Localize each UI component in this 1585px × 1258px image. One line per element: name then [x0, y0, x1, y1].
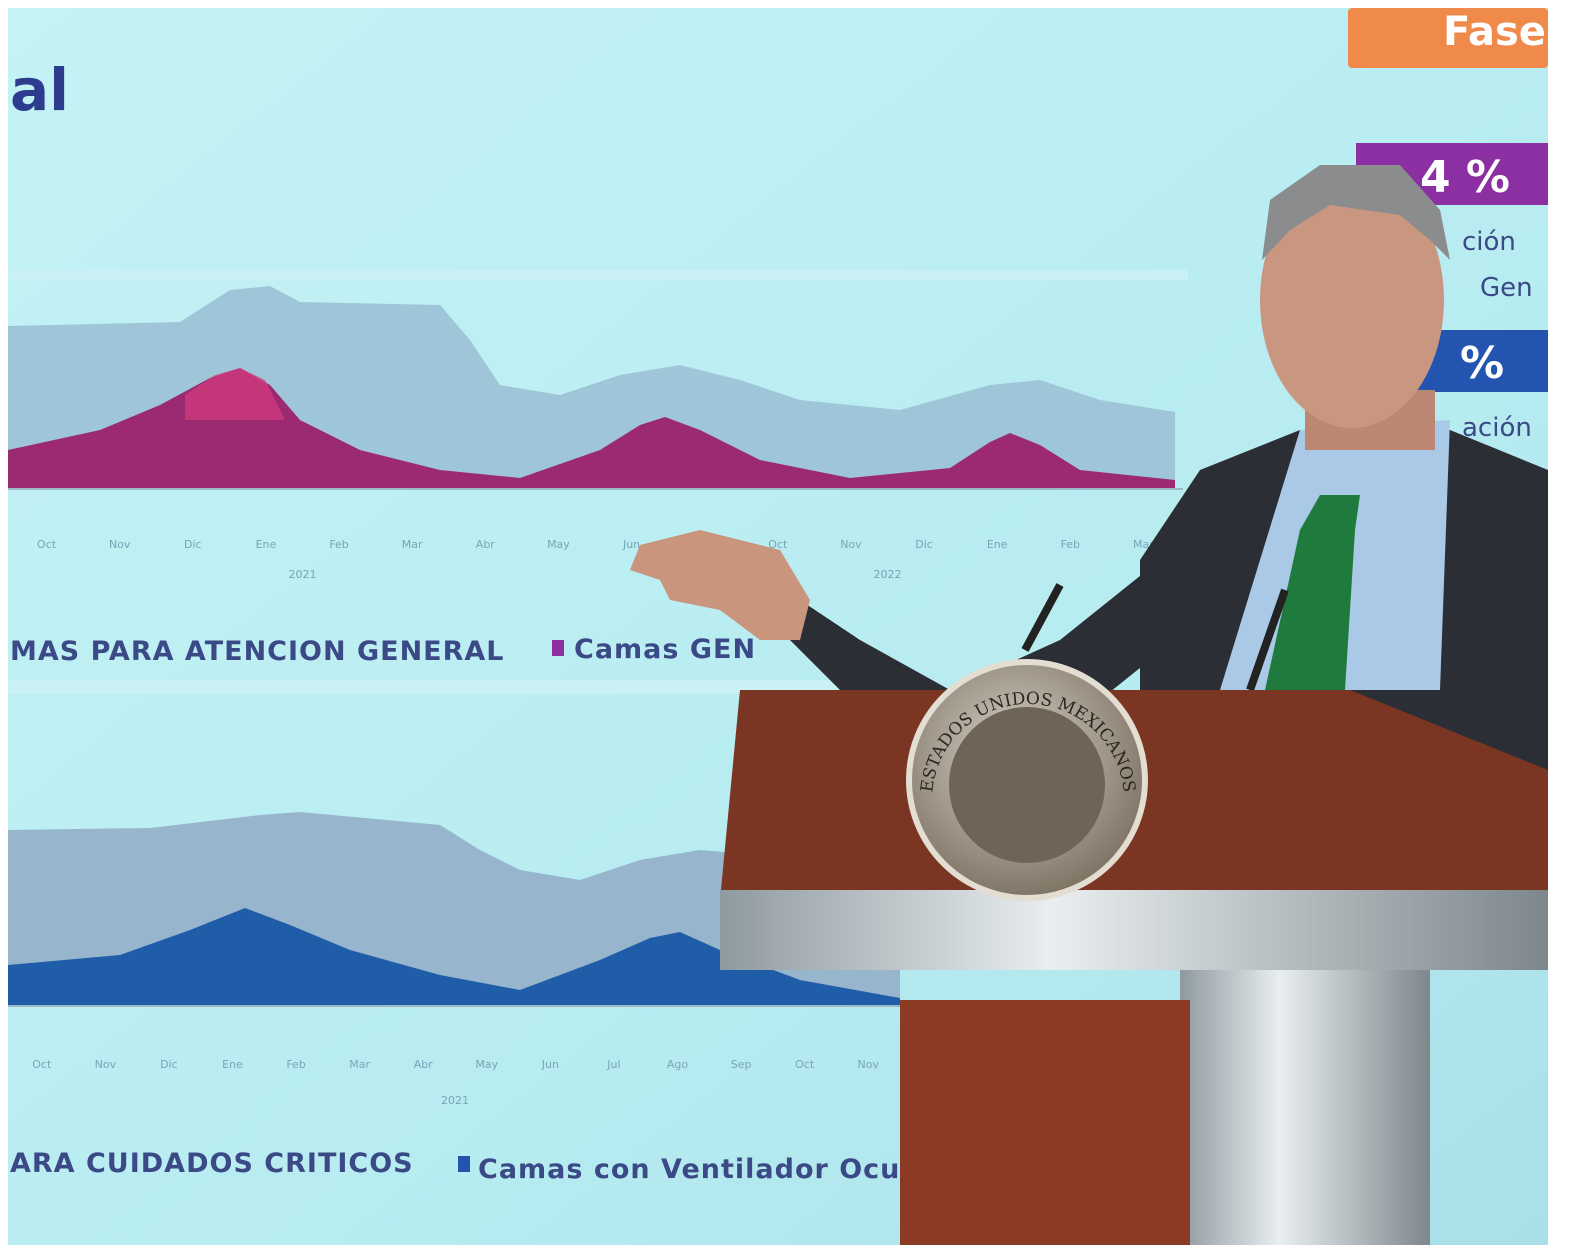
- month-label: Jul: [606, 1058, 620, 1071]
- page: al Fase 4 % ción Gen % ación Oct Nov Dic En…: [0, 0, 1585, 1258]
- title-fragment: al: [10, 56, 69, 124]
- legend-swatch: [458, 1156, 470, 1172]
- month-label: Nov: [95, 1058, 117, 1071]
- month-label: Oct: [32, 1058, 52, 1071]
- month-label: May: [475, 1058, 498, 1071]
- legend-swatch: [552, 640, 564, 656]
- month-label: May: [547, 538, 570, 551]
- stat-label: ción: [1462, 227, 1516, 257]
- stat-value: %: [1460, 338, 1504, 389]
- podium-column: [900, 1000, 1190, 1245]
- month-label: Nov: [109, 538, 131, 551]
- month-label: Abr: [476, 538, 496, 551]
- phase-label: Fase: [1443, 9, 1546, 55]
- year-label: 2021: [289, 568, 317, 581]
- month-label: Oct: [795, 1058, 815, 1071]
- stat-label: ación: [1462, 413, 1532, 443]
- month-label: Nov: [840, 538, 862, 551]
- month-label: Mar: [349, 1058, 370, 1071]
- podium-column-steel: [1180, 970, 1430, 1245]
- month-label: Ene: [256, 538, 277, 551]
- podium-base-band: [720, 890, 1548, 970]
- month-label: Ene: [222, 1058, 243, 1071]
- legend-label: Camas GEN: [574, 634, 756, 665]
- x-axis: [8, 488, 1183, 490]
- month-label: Dic: [160, 1058, 178, 1071]
- month-label: Abr: [414, 1058, 434, 1071]
- month-label: Feb: [1061, 538, 1080, 551]
- legend-label: Camas con Ventilador Ocup: [478, 1154, 921, 1185]
- month-label: Dic: [915, 538, 933, 551]
- year-label: 2022: [874, 568, 902, 581]
- month-label: Sep: [731, 1058, 752, 1071]
- month-label: Nov: [857, 1058, 879, 1071]
- month-label: Ene: [987, 538, 1008, 551]
- month-label: Oct: [37, 538, 57, 551]
- stat-value: 4 %: [1420, 152, 1510, 203]
- stat-label: Gen: [1480, 273, 1533, 303]
- legend-label: ARA CUIDADOS CRITICOS: [10, 1148, 414, 1179]
- month-label: Jun: [541, 1058, 559, 1071]
- x-axis: [8, 1005, 900, 1007]
- screen-band: [8, 270, 1188, 280]
- month-label: Jun: [622, 538, 640, 551]
- month-label: Feb: [286, 1058, 305, 1071]
- photo: al Fase 4 % ción Gen % ación Oct Nov Dic En…: [0, 0, 1585, 1258]
- month-label: Ago: [667, 1058, 689, 1071]
- month-label: Dic: [184, 538, 202, 551]
- seal-inner: [949, 707, 1105, 863]
- month-label: Mar: [402, 538, 423, 551]
- month-label: Feb: [329, 538, 348, 551]
- year-label: 2021: [441, 1094, 469, 1107]
- legend-label: MAS PARA ATENCION GENERAL: [10, 636, 505, 667]
